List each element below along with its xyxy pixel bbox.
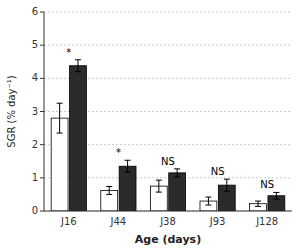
y-axis-line xyxy=(44,12,45,211)
error-bar xyxy=(106,186,112,194)
y-tick-label: 0 xyxy=(32,205,38,216)
y-tick xyxy=(40,177,44,178)
grid-line xyxy=(44,211,292,212)
grid-line xyxy=(44,45,292,46)
x-tick-label: J38 xyxy=(159,216,176,227)
x-tick-label: J44 xyxy=(110,216,127,227)
y-axis: 0 1 2 3 4 5 6 xyxy=(32,6,44,216)
y-tick-label: 5 xyxy=(32,39,38,50)
significance-label: NS xyxy=(161,156,175,167)
significance-label: * xyxy=(116,147,121,158)
y-axis-title: SGR (% day⁻¹) xyxy=(6,75,17,147)
error-bar xyxy=(205,197,211,205)
y-tick xyxy=(40,78,44,79)
annotations: * * NS NS NS xyxy=(66,47,274,191)
x-axis-title: Age (days) xyxy=(135,233,201,246)
y-tick-label: 1 xyxy=(32,172,38,183)
y-tick xyxy=(40,144,44,145)
error-bar xyxy=(75,60,81,72)
y-tick-label: 3 xyxy=(32,106,38,117)
x-tick-label: J93 xyxy=(209,216,226,227)
error-bar xyxy=(174,169,180,177)
y-tick xyxy=(40,45,44,46)
bars xyxy=(51,60,285,211)
x-axis: J16 J44 J38 J93 J128 xyxy=(60,216,278,227)
chart: 0 1 2 3 4 5 6 J16 J44 J38 J93 J128 * * NS NS NS Age (days… xyxy=(0,0,300,249)
significance-label: NS xyxy=(211,166,225,177)
y-tick xyxy=(40,111,44,112)
error-bar xyxy=(57,103,63,133)
y-tick xyxy=(40,12,44,13)
error-bar xyxy=(273,192,279,199)
bar xyxy=(70,66,87,211)
y-tick-label: 6 xyxy=(32,6,38,17)
grid-line xyxy=(44,12,292,13)
bar xyxy=(119,166,136,211)
y-tick-label: 2 xyxy=(32,139,38,150)
x-tick-label: J128 xyxy=(255,216,278,227)
error-bar xyxy=(255,201,261,206)
error-bar xyxy=(224,179,230,191)
error-bar xyxy=(156,180,162,192)
significance-label: * xyxy=(66,47,71,58)
significance-label: NS xyxy=(260,179,274,190)
y-tick xyxy=(40,211,44,212)
x-tick-label: J16 xyxy=(60,216,77,227)
grid xyxy=(44,12,292,211)
x-axis-line xyxy=(44,211,292,212)
error-bar xyxy=(125,160,131,172)
bar xyxy=(169,173,186,211)
y-tick-label: 4 xyxy=(32,72,38,83)
